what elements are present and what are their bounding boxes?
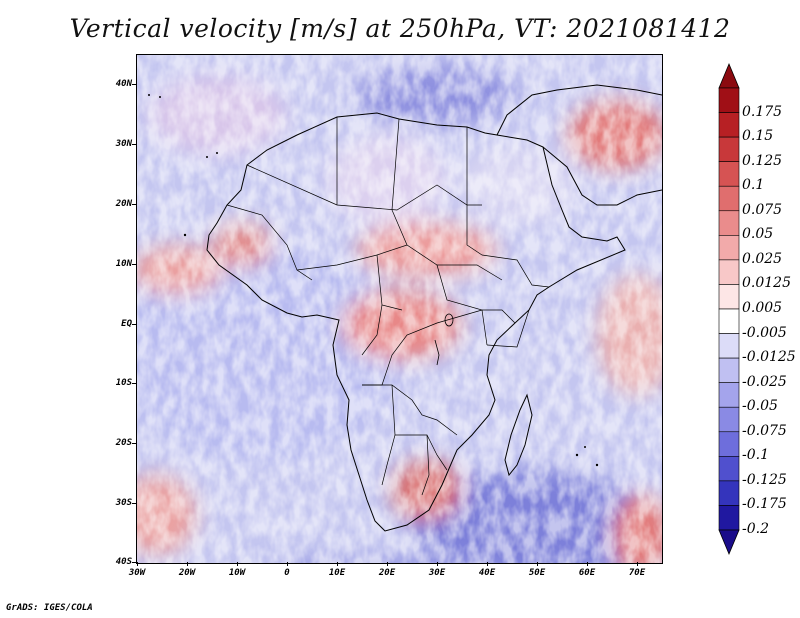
- lat-label-30s: 30S: [115, 498, 132, 508]
- lon-label-50e: 50E: [528, 568, 546, 578]
- colorbar-steps: [718, 87, 740, 531]
- colorbar-step: [718, 357, 740, 383]
- colorbar-label: 0.1: [742, 177, 765, 194]
- lon-tick: [237, 562, 238, 566]
- colorbar: [718, 62, 740, 556]
- lon-tick: [337, 562, 338, 566]
- lat-label-20n: 20N: [115, 199, 132, 209]
- colorbar-step: [718, 333, 740, 359]
- colorbar-label: -0.025: [742, 373, 787, 390]
- colorbar-label: 0.05: [742, 226, 774, 243]
- lat-label-10n: 10N: [115, 259, 132, 269]
- colorbar-step: [718, 382, 740, 408]
- colorbar-step: [718, 480, 740, 506]
- colorbar-step: [718, 284, 740, 310]
- lat-tick: [132, 443, 136, 444]
- velocity-field-map: [137, 55, 662, 563]
- lon-tick: [437, 562, 438, 566]
- lon-label-20w: 20W: [178, 568, 196, 578]
- lat-label-eq: EQ: [121, 319, 132, 329]
- colorbar-top-triangle: [718, 62, 740, 89]
- lat-tick: [132, 503, 136, 504]
- lat-tick: [132, 264, 136, 265]
- lon-label-60e: 60E: [578, 568, 596, 578]
- lon-tick: [487, 562, 488, 566]
- colorbar-label: 0.025: [742, 250, 783, 267]
- colorbar-step: [718, 235, 740, 261]
- colorbar-label: -0.125: [742, 471, 787, 488]
- colorbar-step: [718, 185, 740, 212]
- lon-tick: [187, 562, 188, 566]
- colorbar-step: [718, 259, 740, 285]
- lat-label-10s: 10S: [115, 378, 132, 388]
- colorbar-label: -0.075: [742, 422, 787, 439]
- colorbar-step: [718, 456, 740, 482]
- lon-label-0: 0: [284, 568, 290, 578]
- colorbar-step: [718, 161, 740, 187]
- colorbar-step: [718, 136, 740, 162]
- lat-tick: [132, 204, 136, 205]
- lat-label-30n: 30N: [115, 139, 132, 149]
- lat-tick: [132, 84, 136, 85]
- lat-tick: [132, 562, 136, 563]
- lon-label-20e: 20E: [378, 568, 396, 578]
- colorbar-label: 0.005: [742, 300, 783, 316]
- lon-tick: [287, 562, 288, 566]
- colorbar-label: -0.0125: [742, 349, 796, 366]
- colorbar-step: [718, 112, 740, 138]
- field-texture: [137, 55, 662, 563]
- colorbar-step: [718, 210, 740, 236]
- colorbar-label: 0.125: [742, 152, 783, 169]
- lon-label-10w: 10W: [228, 568, 246, 578]
- lon-label-30e: 30E: [428, 568, 446, 578]
- chart-title: Vertical velocity [m/s] at 250hPa, VT: 2…: [69, 14, 731, 43]
- colorbar-step: [718, 431, 740, 457]
- lon-label-40e: 40E: [478, 568, 496, 578]
- colorbar-label: 0.075: [742, 201, 783, 218]
- lat-tick: [132, 383, 136, 384]
- lat-tick: [132, 324, 136, 325]
- lat-label-40s: 40S: [115, 557, 132, 567]
- lon-tick: [537, 562, 538, 566]
- lon-label-30w: 30W: [128, 568, 146, 578]
- colorbar-bottom-triangle: [718, 529, 740, 556]
- colorbar-step: [718, 406, 740, 433]
- lon-label-10e: 10E: [328, 568, 346, 578]
- map-panel: [136, 54, 663, 564]
- colorbar-label: 0.15: [742, 128, 774, 145]
- lon-tick: [137, 562, 138, 566]
- colorbar-step: [718, 87, 740, 113]
- lat-tick: [132, 144, 136, 145]
- colorbar-label: 0.0125: [742, 275, 791, 292]
- colorbar-label: -0.175: [742, 496, 787, 513]
- colorbar-label: 0.175: [742, 103, 783, 120]
- colorbar-label: -0.005: [742, 324, 787, 341]
- lon-label-70e: 70E: [628, 568, 646, 578]
- lat-label-40n: 40N: [115, 79, 132, 89]
- footer-credit: GrADS: IGES/COLA: [6, 603, 93, 613]
- lon-tick: [637, 562, 638, 566]
- country-borders: [226, 117, 550, 496]
- coastlines: [206, 84, 662, 532]
- lakes-islands: [148, 94, 599, 467]
- lon-tick: [587, 562, 588, 566]
- colorbar-step: [718, 505, 740, 531]
- colorbar-label: -0.1: [742, 447, 769, 464]
- colorbar-label: -0.2: [742, 521, 769, 537]
- colorbar-label: -0.05: [742, 398, 778, 415]
- lat-label-20s: 20S: [115, 438, 132, 448]
- lon-tick: [387, 562, 388, 566]
- colorbar-step: [718, 308, 740, 334]
